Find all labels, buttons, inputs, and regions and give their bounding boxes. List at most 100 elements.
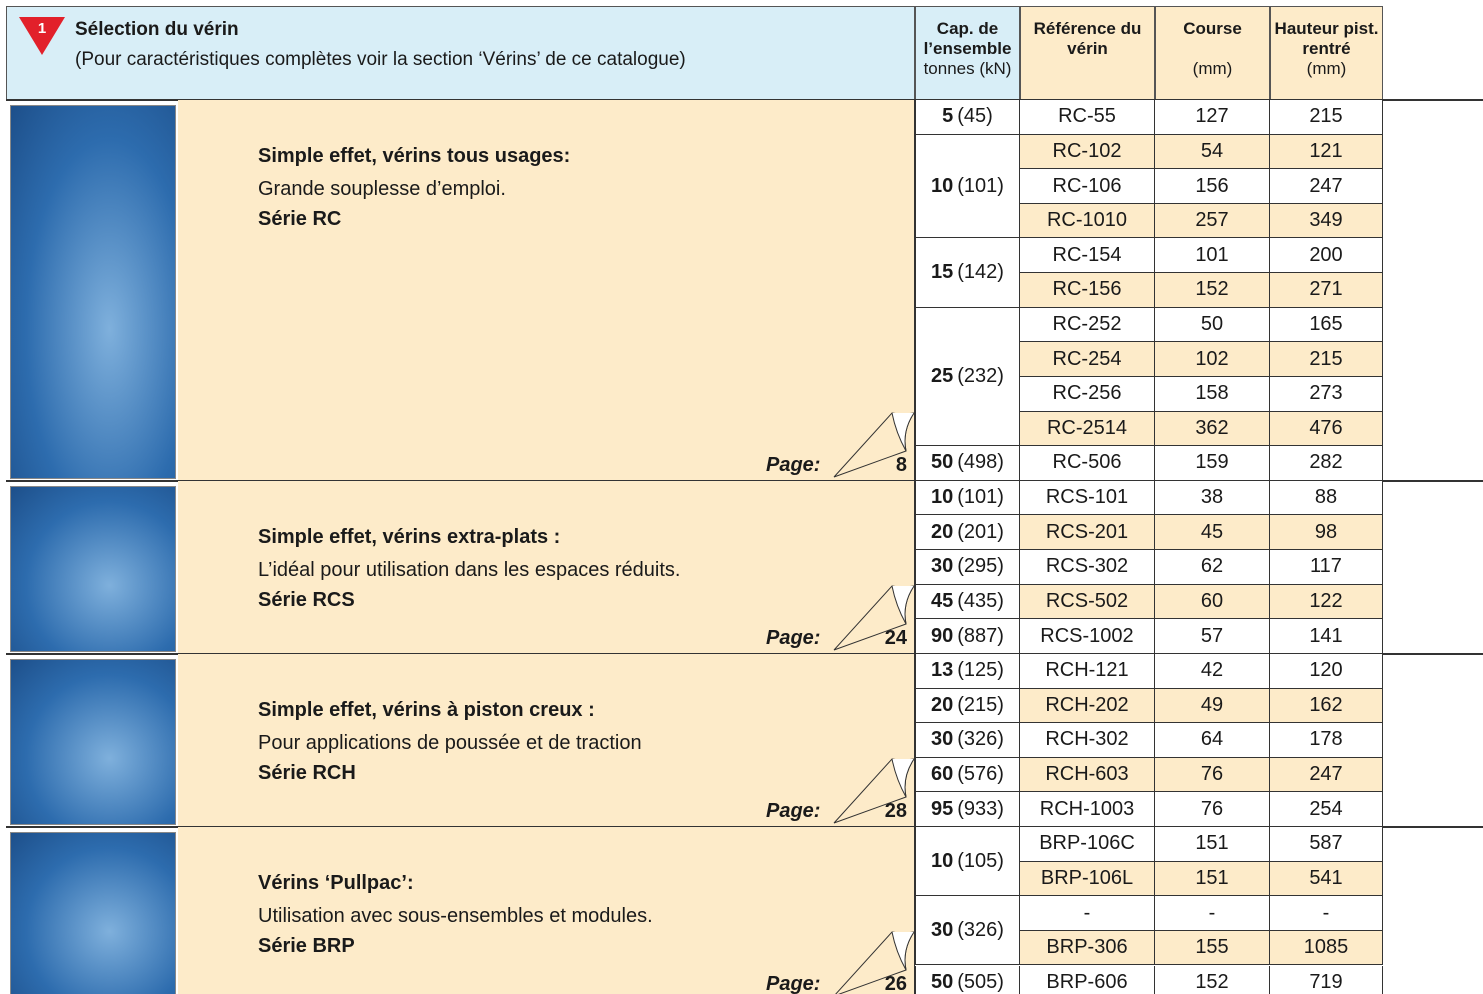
- table-cell: RCS-201: [1020, 515, 1155, 551]
- capacity-tonnes: 30: [931, 728, 954, 751]
- capacity-tonnes: 30: [931, 918, 954, 941]
- table-cell: 155: [1155, 930, 1270, 966]
- capacity-tonnes: 15: [931, 261, 954, 284]
- table-cell: RCH-1003: [1020, 792, 1155, 827]
- capacity-kn: (933): [957, 797, 1004, 820]
- capacity-cell: 60 (576): [915, 757, 1020, 793]
- table-cell: BRP-306: [1020, 930, 1155, 966]
- table-cell: RC-254: [1020, 342, 1155, 377]
- table-cell: 159: [1155, 446, 1270, 481]
- capacity-kn: (576): [957, 763, 1004, 786]
- capacity-tonnes: 45: [931, 589, 954, 612]
- capacity-cell: 13 (125): [915, 653, 1020, 689]
- table-cell: 76: [1155, 792, 1270, 827]
- page-label: Page:: [766, 453, 821, 476]
- table-cell: 151: [1155, 861, 1270, 897]
- group-title: Simple effet, vérins extra-plats :: [258, 525, 561, 548]
- column-title: Course: [1183, 19, 1242, 38]
- capacity-tonnes: 10: [931, 849, 954, 872]
- table-cell: RC-156: [1020, 273, 1155, 308]
- header-box: 1 Sélection du vérin (Pour caractéristiq…: [6, 6, 915, 100]
- capacity-cell: 10 (105): [915, 827, 1020, 897]
- table-cell: 60: [1155, 584, 1270, 620]
- capacity-cell: 50 (498): [915, 446, 1020, 481]
- group-description: Pour applications de poussée et de tract…: [258, 731, 642, 754]
- capacity-kn: (101): [957, 486, 1004, 509]
- capacity-kn: (101): [957, 174, 1004, 197]
- table-cell: RC-154: [1020, 238, 1155, 274]
- table-cell: 102: [1155, 342, 1270, 377]
- capacity-kn: (232): [957, 364, 1004, 387]
- table-cell: 158: [1155, 376, 1270, 412]
- column-header: Hauteur pist. rentré (mm): [1270, 6, 1383, 100]
- capacity-kn: (201): [957, 520, 1004, 543]
- table-cell: 76: [1155, 757, 1270, 793]
- capacity-cell: 45 (435): [915, 584, 1020, 620]
- capacity-kn: (326): [957, 728, 1004, 751]
- capacity-cell: 95 (933): [915, 792, 1020, 827]
- table-cell: RC-1010: [1020, 203, 1155, 239]
- capacity-kn: (142): [957, 261, 1004, 284]
- capacity-tonnes: 95: [931, 797, 954, 820]
- capacity-tonnes: 25: [931, 364, 954, 387]
- description-panel: [178, 480, 915, 654]
- capacity-tonnes: 50: [931, 451, 954, 474]
- page-curl-icon: [832, 930, 916, 994]
- page-number: 8: [895, 453, 907, 476]
- column-header: Course (mm): [1155, 6, 1270, 100]
- table-cell: 122: [1270, 584, 1383, 620]
- capacity-kn: (295): [957, 555, 1004, 578]
- table-cell: 62: [1155, 550, 1270, 585]
- table-cell: 156: [1155, 169, 1270, 204]
- capacity-kn: (498): [957, 451, 1004, 474]
- page-label: Page:: [766, 973, 821, 994]
- table-cell: RC-106: [1020, 169, 1155, 204]
- capacity-cell: 30 (326): [915, 723, 1020, 758]
- capacity-cell: 5 (45): [915, 100, 1020, 135]
- table-cell: BRP-106C: [1020, 827, 1155, 862]
- table-cell: RCS-302: [1020, 550, 1155, 585]
- header-title: Sélection du vérin: [75, 19, 239, 40]
- page-curl-icon: [832, 411, 916, 479]
- capacity-tonnes: 60: [931, 763, 954, 786]
- badge: 1: [19, 17, 65, 55]
- group-title: Simple effet, vérins à piston creux :: [258, 698, 595, 721]
- table-cell: -: [1155, 896, 1270, 931]
- table-cell: RCH-603: [1020, 757, 1155, 793]
- table-cell: 162: [1270, 688, 1383, 724]
- table-cell: BRP-106L: [1020, 861, 1155, 897]
- table-cell: 178: [1270, 723, 1383, 758]
- table-cell: RCH-121: [1020, 653, 1155, 689]
- table-cell: 152: [1155, 965, 1270, 994]
- table-cell: 587: [1270, 827, 1383, 862]
- column-title: Cap. de l’ensemble: [923, 19, 1012, 58]
- table-cell: RCS-502: [1020, 584, 1155, 620]
- description-panel: [178, 827, 915, 994]
- group-description: L’idéal pour utilisation dans les espace…: [258, 558, 681, 581]
- table-cell: 42: [1155, 653, 1270, 689]
- header-subtitle: (Pour caractéristiques complètes voir la…: [75, 49, 686, 70]
- table-cell: RC-2514: [1020, 411, 1155, 447]
- product-photo: [10, 832, 176, 994]
- group-series: Série RC: [258, 208, 342, 230]
- capacity-kn: (105): [957, 849, 1004, 872]
- table-cell: RC-256: [1020, 376, 1155, 412]
- capacity-tonnes: 20: [931, 693, 954, 716]
- page-label: Page:: [766, 626, 821, 649]
- page-curl-icon: [832, 757, 916, 825]
- table-cell: 247: [1270, 757, 1383, 793]
- table-cell: 254: [1270, 792, 1383, 827]
- table-cell: RC-55: [1020, 100, 1155, 135]
- column-unit: (mm): [1192, 59, 1233, 78]
- table-cell: 50: [1155, 307, 1270, 343]
- table-cell: 215: [1270, 100, 1383, 135]
- column-title: Référence du vérin: [1033, 19, 1142, 58]
- table-cell: 719: [1270, 965, 1383, 994]
- table-cell: 1085: [1270, 930, 1383, 966]
- column-unit: (mm): [1306, 59, 1347, 78]
- table-cell: 349: [1270, 203, 1383, 239]
- capacity-cell: 15 (142): [915, 238, 1020, 308]
- description-panel: [178, 100, 915, 481]
- table-cell: RCS-101: [1020, 480, 1155, 516]
- table-cell: 117: [1270, 550, 1383, 585]
